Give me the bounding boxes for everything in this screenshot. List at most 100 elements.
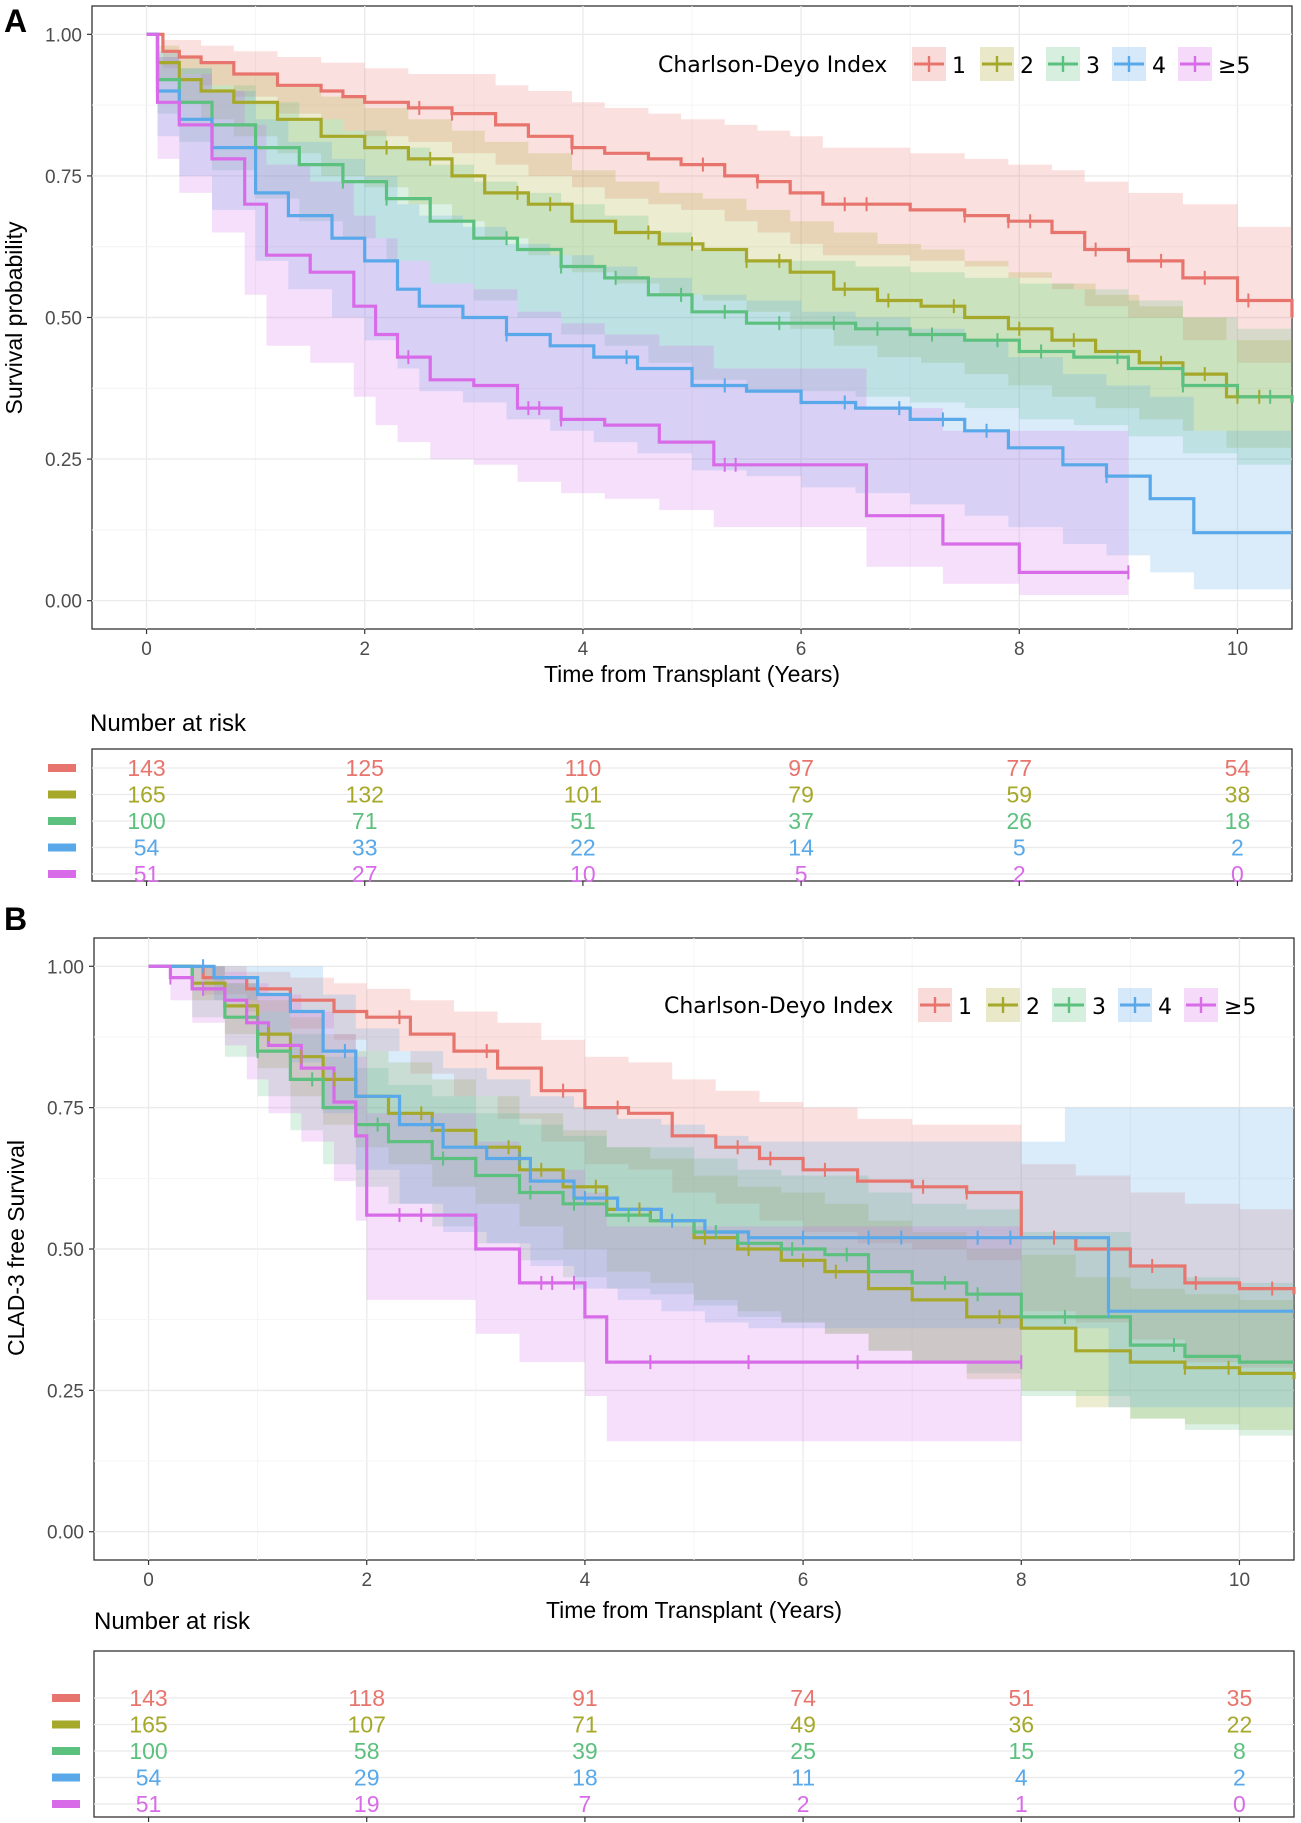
x-axis-title: Time from Transplant (Years) [546,1597,842,1623]
risk-count: 165 [129,1712,167,1738]
risk-row-key [48,817,76,825]
risk-count: 54 [136,1765,162,1791]
risk-table-panel [93,1650,1295,1818]
y-tick-label: 1.00 [47,957,84,978]
risk-count: 77 [1006,755,1032,781]
y-tick-label: 1.00 [45,25,82,46]
risk-count: 2 [1233,1765,1246,1791]
risk-count: 18 [1225,808,1251,834]
x-tick-label: 8 [1016,1570,1027,1591]
survival-curve-series-5 [146,32,1129,574]
legend-label: ≥5 [1224,995,1256,1020]
legend-keys: 1 2 3 4 ≥5 [912,47,1250,81]
risk-count: 2 [797,1791,810,1817]
risk-count: 7 [579,1791,592,1817]
risk-count: 38 [1225,782,1251,808]
survival-curves [148,964,1296,1380]
ci-band-series-3 [146,34,1292,471]
risk-count: 15 [1008,1738,1034,1764]
risk-count: 100 [127,808,165,834]
x-tick-label: 10 [1229,1570,1250,1591]
risk-count: 37 [788,808,814,834]
risk-count: 132 [346,782,384,808]
x-tick-label: 8 [1014,639,1025,660]
risk-count: 71 [352,808,378,834]
risk-count: 51 [1008,1685,1034,1711]
survival-curve-series-1 [148,964,1296,1295]
risk-count: 0 [1231,861,1244,887]
risk-count: 8 [1233,1738,1246,1764]
risk-count: 5 [795,861,808,887]
risk-count: 51 [570,808,596,834]
legend-label: ≥5 [1218,54,1250,79]
survival-curve-series-5 [148,964,1022,1364]
risk-count: 125 [346,755,384,781]
survival-curve-series-4 [146,32,1292,535]
risk-count: 143 [127,755,165,781]
x-tick-label: 10 [1227,639,1248,660]
y-axis-title: CLAD-3 free Survival [3,1140,29,1356]
risk-count: 22 [570,835,596,861]
censor-marks [169,959,1274,1375]
risk-table: 143 125 110 97 77 54 165 132 101 79 59 38 100 71 51 37 2… [48,755,1292,887]
legend-label: 2 [1020,54,1034,79]
y-tick-label: 0.25 [47,1381,84,1402]
risk-count: 2 [1013,861,1026,887]
risk-count: 74 [790,1685,816,1711]
x-axis-title: Time from Transplant (Years) [544,661,840,687]
ci-band-series-1 [148,966,1294,1374]
censor-marks [341,100,1272,580]
x-tick-label: 2 [359,639,370,660]
legend-label: 4 [1158,995,1172,1020]
risk-count: 59 [1006,782,1032,808]
risk-count: 107 [348,1712,386,1738]
risk-row-key [48,843,76,852]
y-tick-label: 0.00 [47,1523,84,1544]
ci-band-series-4 [148,966,1294,1408]
risk-count: 110 [565,755,602,781]
y-tick-label: 0.00 [45,592,82,613]
y-tick-label: 0.50 [47,1240,84,1261]
risk-count: 22 [1227,1712,1253,1738]
legend-label: 2 [1026,995,1040,1020]
legend-label: 4 [1152,54,1166,79]
y-tick-labels: 0.00 0.25 0.50 0.75 1.00 [45,25,92,613]
risk-table-title: Number at risk [94,1608,251,1635]
risk-count: 5 [1013,835,1026,861]
risk-count: 118 [348,1685,385,1711]
y-tick-label: 0.75 [47,1099,84,1120]
x-tick-label: 2 [361,1570,372,1591]
risk-count: 143 [129,1685,167,1711]
legend-title: Charlson-Deyo Index [658,53,887,78]
risk-count: 33 [352,835,378,861]
risk-count: 35 [1227,1685,1253,1711]
legend-keys: 1 2 3 4 ≥5 [918,988,1256,1022]
risk-count: 0 [1233,1791,1246,1817]
legend: Charlson-Deyo Index 1 2 3 4 ≥5 [664,988,1256,1022]
risk-count: 54 [1225,755,1251,781]
x-tick-label: 0 [141,639,152,660]
risk-count: 51 [136,1791,162,1817]
risk-count: 39 [572,1738,598,1764]
survival-curve-series-3 [146,32,1294,403]
panel-label: B [4,901,27,937]
risk-count: 71 [572,1712,598,1738]
risk-table-panel [91,748,1293,882]
risk-count: 19 [354,1791,380,1817]
panel-a: A 0.000.250.500.751.00 0 2 4 6 8 10 Survival … [1,3,1294,887]
x-tick-label: 6 [798,1570,809,1591]
risk-count: 25 [790,1738,816,1764]
risk-row-key [48,870,76,878]
x-tick-labels: 0 2 4 6 8 10 [143,1560,1250,1591]
risk-count: 101 [564,782,602,808]
risk-count: 14 [788,835,814,861]
risk-count: 91 [572,1685,598,1711]
legend-label: 1 [952,54,966,79]
survival-curve-series-1 [146,32,1294,318]
risk-count: 18 [572,1765,598,1791]
panel-label: A [4,3,27,39]
risk-count: 26 [1006,808,1032,834]
ci-band-series-5 [146,34,1129,596]
